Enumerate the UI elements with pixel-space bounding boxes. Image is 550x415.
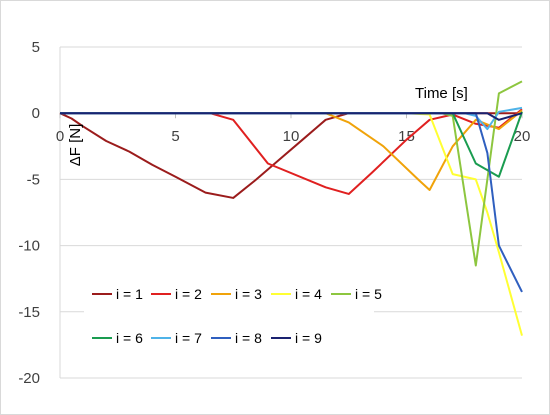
x-tick-label: 10 bbox=[283, 128, 300, 145]
legend-label-8: i = 8 bbox=[235, 330, 262, 346]
y-tick-label: -20 bbox=[18, 370, 40, 387]
y-tick-label: -10 bbox=[18, 238, 40, 255]
y-axis-title: ΔF [N] bbox=[67, 124, 84, 167]
x-tick-label: 20 bbox=[514, 128, 531, 145]
series-line-9 bbox=[60, 112, 523, 121]
legend-label-4: i = 4 bbox=[295, 286, 322, 302]
x-tick-label: 15 bbox=[398, 128, 415, 145]
legend-label-6: i = 6 bbox=[116, 330, 143, 346]
y-tick-label: -15 bbox=[18, 304, 40, 321]
y-tick-label: 5 bbox=[32, 39, 40, 56]
legend-label-9: i = 9 bbox=[295, 330, 322, 346]
y-tick-label: 0 bbox=[32, 105, 40, 122]
series-line-3 bbox=[60, 109, 523, 191]
legend-label-2: i = 2 bbox=[175, 286, 202, 302]
legend-label-5: i = 5 bbox=[355, 286, 382, 302]
legend-box bbox=[84, 280, 374, 355]
x-axis-title: Time [s] bbox=[415, 85, 468, 102]
x-tick-label: 5 bbox=[171, 128, 179, 145]
y-tick-label: -5 bbox=[27, 171, 40, 188]
x-tick-label: 0 bbox=[56, 128, 64, 145]
legend-label-1: i = 1 bbox=[116, 286, 143, 302]
series-line-2 bbox=[60, 108, 523, 195]
legend-label-3: i = 3 bbox=[235, 286, 262, 302]
legend-label-7: i = 7 bbox=[175, 330, 202, 346]
